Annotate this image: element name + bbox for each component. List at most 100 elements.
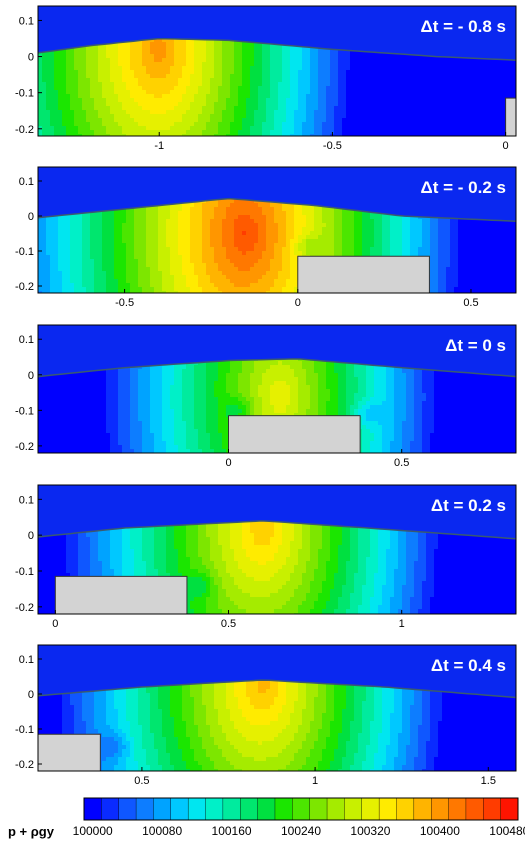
time-label: Δt = - 0.2 s — [421, 178, 506, 197]
time-label: Δt = - 0.8 s — [421, 17, 506, 36]
panel-frame — [37, 5, 517, 137]
y-tick-label: -0.1 — [15, 566, 34, 578]
y-tick-label: -0.1 — [15, 724, 34, 736]
colorbar-swatch — [378, 797, 397, 821]
panel-frame — [37, 324, 517, 454]
contour-panel: 0.1 0 -0.1 -0.2 0 0.5 Δt = 0 s — [15, 324, 517, 469]
y-tick-label: -0.2 — [15, 124, 34, 136]
time-label: Δt = 0 s — [445, 336, 506, 355]
colorbar-tick-label: 100080 — [142, 824, 182, 838]
submerged-body — [505, 97, 516, 136]
colorbar-swatch — [483, 797, 502, 821]
x-tick-label: 0.5 — [394, 457, 409, 469]
y-tick-label: 0.1 — [19, 176, 34, 188]
y-tick-label: -0.2 — [15, 441, 34, 453]
free-surface — [38, 37, 516, 61]
free-surface — [38, 679, 516, 699]
y-tick-label: 0.1 — [19, 15, 34, 27]
contour-panel: 0.1 0 -0.1 -0.2 -0.5 0 0.5 Δt = - 0.2 s — [15, 166, 517, 309]
y-tick-label: -0.2 — [15, 281, 34, 293]
water-region — [38, 6, 516, 61]
time-label: Δt = 0.2 s — [431, 496, 506, 515]
contour-panel: 0.1 0 -0.1 -0.2 0.5 1 1.5 Δt = 0.4 s — [15, 644, 517, 787]
contour-panel: 0.1 0 -0.1 -0.2 -1 -0.5 0 Δt = - 0.8 s — [15, 5, 517, 152]
x-tick-label: 1 — [312, 775, 318, 787]
water-region — [38, 645, 516, 698]
submerged-body — [228, 415, 361, 453]
y-tick-label: -0.1 — [15, 88, 34, 100]
y-tick-label: 0.1 — [19, 494, 34, 506]
colorbar-tick-label: 100320 — [350, 824, 390, 838]
y-tick-label: -0.2 — [15, 602, 34, 614]
panel-frame — [37, 644, 517, 772]
colorbar-title: p + ρgy — [8, 824, 55, 839]
x-tick-label: -0.5 — [115, 297, 134, 309]
colorbar-swatch — [205, 797, 224, 821]
x-tick-label: 0 — [52, 618, 58, 630]
x-tick-label: 0.5 — [221, 618, 236, 630]
colorbar-swatch — [309, 797, 328, 821]
water-region — [38, 485, 516, 539]
y-tick-label: 0 — [28, 370, 34, 382]
colorbar-tick-label: 100400 — [420, 824, 460, 838]
colorbar-swatch — [222, 797, 241, 821]
colorbar-swatch — [396, 797, 415, 821]
y-tick-label: 0 — [28, 530, 34, 542]
submerged-body — [38, 733, 101, 771]
x-tick-label: 1.5 — [481, 775, 496, 787]
y-tick-label: 0.1 — [19, 654, 34, 666]
x-tick-label: 0 — [225, 457, 231, 469]
x-tick-label: 0 — [503, 140, 509, 152]
colorbar-swatch — [413, 797, 432, 821]
x-tick-label: 0.5 — [463, 297, 478, 309]
colorbar-swatch — [326, 797, 345, 821]
colorbar-swatch — [274, 797, 293, 821]
colorbar-tick-label: 100160 — [212, 824, 252, 838]
colorbar-swatch — [187, 797, 207, 821]
panel-frame — [37, 166, 517, 294]
y-tick-label: 0 — [28, 689, 34, 701]
submerged-body — [297, 255, 430, 293]
water-region — [38, 325, 516, 377]
colorbar-swatch — [257, 797, 276, 821]
y-tick-label: 0.1 — [19, 334, 34, 346]
colorbar-swatch — [135, 797, 154, 821]
colorbar-swatch — [153, 797, 172, 821]
x-tick-label: 0 — [295, 297, 301, 309]
colorbar-swatch — [448, 797, 467, 821]
y-tick-label: -0.2 — [15, 759, 34, 771]
contour-panels: 0.1 0 -0.1 -0.2 -1 -0.5 0 Δt = - 0.8 s 0.1 0 -0.1 -… — [15, 5, 517, 787]
colorbar-swatch — [83, 797, 102, 821]
y-tick-label: 0 — [28, 52, 34, 64]
colorbar-swatch — [292, 797, 311, 821]
free-surface — [38, 358, 516, 378]
free-surface — [38, 520, 516, 540]
submerged-body — [54, 575, 188, 614]
colorbar-tick-label: 100240 — [281, 824, 321, 838]
x-tick-label: -1 — [154, 140, 164, 152]
contour-panel: 0.1 0 -0.1 -0.2 0 0.5 1 Δt = 0.2 s — [15, 484, 517, 630]
colorbar-tick-label: 100480 — [489, 824, 525, 838]
x-tick-label: -0.5 — [323, 140, 342, 152]
colorbar-swatch — [361, 797, 380, 821]
x-tick-label: 0.5 — [134, 775, 149, 787]
y-tick-label: -0.1 — [15, 246, 34, 258]
colorbar-tick-label: 100000 — [73, 824, 113, 838]
panel-frame — [37, 484, 517, 615]
water-region — [38, 167, 516, 222]
colorbar-swatch — [465, 797, 484, 821]
colorbar-swatch — [344, 797, 363, 821]
free-surface — [38, 197, 516, 223]
x-tick-label: 1 — [399, 618, 405, 630]
colorbar-swatch — [170, 797, 189, 821]
colorbar-frame — [83, 797, 519, 821]
colorbar-swatch — [118, 797, 137, 821]
colorbar-swatch — [101, 797, 120, 821]
y-tick-label: -0.1 — [15, 405, 34, 417]
colorbar-swatch — [500, 797, 519, 821]
colorbar-swatch — [240, 797, 259, 821]
colorbar-swatch — [431, 797, 450, 821]
y-tick-label: 0 — [28, 211, 34, 223]
colorbar: p + ρgy 100000 100080 100160 100240 100320 10… — [8, 797, 525, 839]
